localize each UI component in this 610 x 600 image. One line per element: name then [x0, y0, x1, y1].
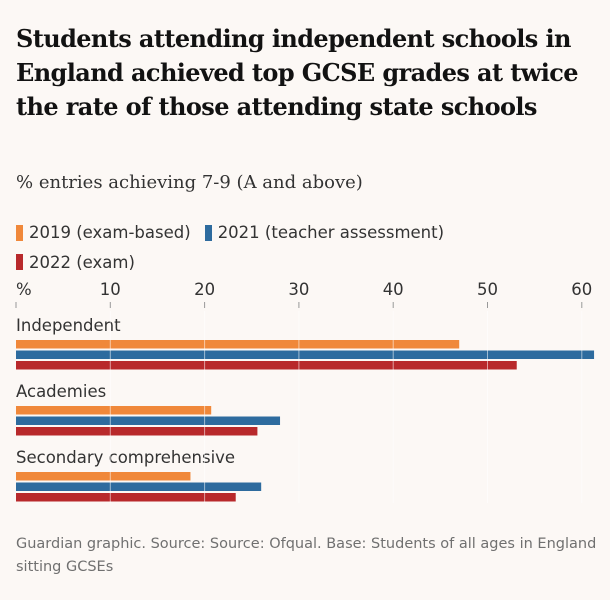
x-tick-label: 50: [477, 280, 498, 299]
source-footer: Guardian graphic. Source: Source: Ofqual…: [16, 536, 597, 575]
bar: [16, 340, 460, 349]
legend-label: 2022 (exam): [29, 252, 135, 272]
x-tick-label: 10: [100, 280, 121, 299]
x-tick-label: 20: [194, 280, 215, 299]
chart-subtitle: % entries achieving 7-9 (A and above): [16, 172, 363, 193]
category-label: Independent: [16, 316, 121, 335]
legend-item: 2022 (exam): [16, 249, 135, 276]
x-tick-label: 60: [571, 280, 592, 299]
legend-label: 2019 (exam-based): [29, 223, 191, 242]
bar: [16, 472, 191, 481]
bar: [16, 493, 236, 502]
x-tick-label: 30: [288, 280, 309, 299]
legend-swatch: [204, 224, 212, 241]
bar: [16, 350, 595, 359]
x-tick-label: 40: [383, 280, 404, 299]
legend-label: 2021 (teacher assessment): [217, 223, 445, 242]
category-label: Academies: [16, 382, 106, 401]
bar: [16, 406, 212, 415]
bar: [16, 416, 281, 425]
chart-title: Students attending independent schools i…: [16, 24, 579, 121]
legend-swatch: [16, 254, 23, 270]
bar: [16, 361, 517, 370]
bar: [16, 482, 262, 491]
category-label: Secondary comprehensive: [16, 448, 235, 467]
legend-swatch: [16, 224, 23, 241]
legend: 2019 (exam-based) 2021 (teacher assessmen…: [16, 219, 596, 278]
x-tick-label: %: [16, 280, 32, 299]
bar-chart: % 10 20 30 40 50 60 Independent Academies Seconda…: [15, 280, 595, 503]
legend-item: 2019 (exam-based): [16, 219, 191, 246]
bar: [16, 427, 258, 436]
legend-item: 2021 (teacher assessment): [204, 219, 445, 246]
